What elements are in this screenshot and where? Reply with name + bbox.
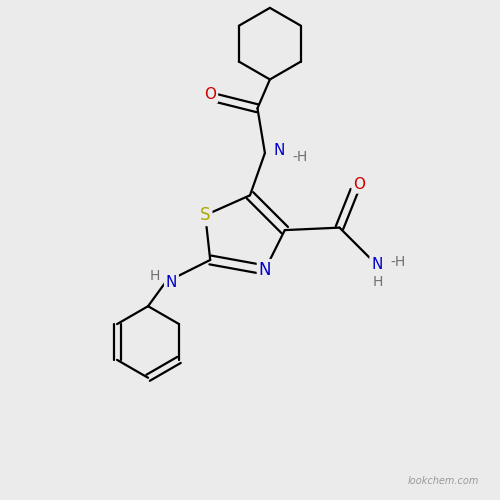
Text: -H: -H xyxy=(292,150,308,164)
Text: H: H xyxy=(372,276,383,289)
Text: N: N xyxy=(258,261,271,279)
Text: N: N xyxy=(273,143,284,158)
Text: S: S xyxy=(200,206,210,224)
Text: N: N xyxy=(166,275,177,290)
Text: -H: -H xyxy=(390,256,406,270)
Text: N: N xyxy=(371,258,382,272)
Text: O: O xyxy=(204,87,216,102)
Text: O: O xyxy=(354,177,366,192)
Text: lookchem.com: lookchem.com xyxy=(408,476,478,486)
Text: H: H xyxy=(150,270,160,283)
